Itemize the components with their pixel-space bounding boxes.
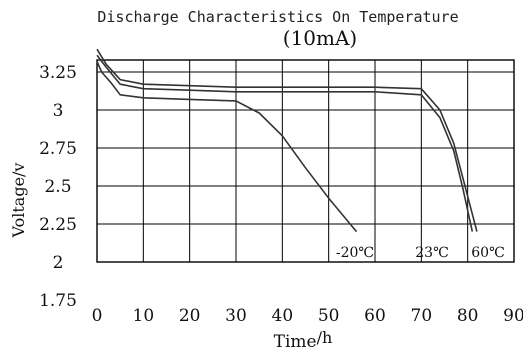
y-tick-labels: 3.25 3 2.75 2.5 2.25 2 1.75 <box>39 63 77 311</box>
x-tick-label: 80 <box>457 306 479 326</box>
x-tick-label: 70 <box>411 306 433 326</box>
x-tick-label: 50 <box>318 306 340 326</box>
grid <box>96 59 515 263</box>
chart-title: Discharge Characteristics On Temperature <box>97 8 458 26</box>
y-tick-label: 2 <box>53 253 64 273</box>
x-axis-label-main: Time <box>274 332 317 352</box>
x-axis-label: Time/h <box>274 328 333 352</box>
series-labels: -20℃ 23℃ 60℃ <box>336 245 505 261</box>
y-tick-label: 3 <box>53 101 64 121</box>
y-tick-label: 2.75 <box>39 139 77 159</box>
x-tick-label: 40 <box>272 306 294 326</box>
y-tick-label: 3.25 <box>39 63 77 83</box>
series-label: -20℃ <box>336 245 374 261</box>
x-tick-label: 90 <box>503 306 523 326</box>
y-tick-label: 2.5 <box>44 177 71 197</box>
y-axis-label: Voltage/v <box>9 163 28 239</box>
series-line-2 <box>96 48 478 232</box>
x-tick-labels: 0 10 20 30 40 50 60 70 80 90 <box>92 306 523 326</box>
x-axis-label-unit: /h <box>317 328 333 347</box>
x-tick-label: 0 <box>92 306 103 326</box>
series-lines <box>96 48 478 233</box>
x-tick-label: 10 <box>133 306 155 326</box>
series-line-1 <box>96 54 474 232</box>
x-tick-label: 20 <box>179 306 201 326</box>
chart-subtitle: (10mA) <box>283 26 357 50</box>
x-tick-label: 60 <box>364 306 386 326</box>
plot-frame <box>96 59 515 263</box>
y-tick-label: 1.75 <box>39 291 77 311</box>
x-tick-label: 30 <box>225 306 247 326</box>
series-label: 23℃ <box>415 245 448 261</box>
y-tick-label: 2.25 <box>39 215 77 235</box>
series-label: 60℃ <box>471 245 504 261</box>
series-line-0 <box>96 61 358 233</box>
